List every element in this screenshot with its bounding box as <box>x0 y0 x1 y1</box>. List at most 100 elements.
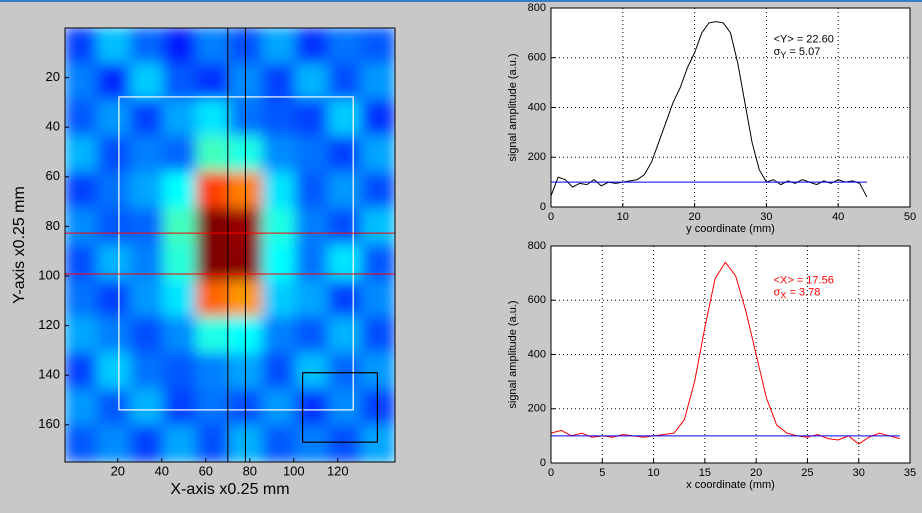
signal-line <box>550 21 868 198</box>
heatmap-cell <box>130 316 165 355</box>
heatmap-cell <box>229 280 264 319</box>
heatmap-cell <box>361 388 395 427</box>
sigma-value: = 3.78 <box>786 287 820 299</box>
heatmap-image <box>65 28 395 462</box>
plot-area <box>551 246 910 463</box>
heatmap-cell <box>163 424 198 462</box>
heatmap-cell <box>163 99 198 138</box>
y-tick-label: 800 <box>528 240 546 252</box>
heatmap-cell <box>229 171 264 210</box>
heatmap-cell <box>262 424 297 462</box>
x-tick-label: 0 <box>548 467 554 479</box>
heatmap-cell <box>361 135 395 174</box>
heatmap-cell <box>262 388 297 427</box>
heatmap-cell <box>196 99 231 138</box>
heatmap-cell <box>130 63 165 102</box>
heatmap-cell <box>328 171 363 210</box>
heatmap-cells <box>65 28 395 462</box>
y-tick-label: 600 <box>528 294 546 306</box>
x-tick-label: 15 <box>699 467 711 479</box>
heatmap-cell <box>65 352 99 391</box>
y-tick-label: 160 <box>38 416 60 431</box>
heatmap-cell <box>262 352 297 391</box>
y-tick-label: 20 <box>46 69 60 84</box>
heatmap-cell <box>163 135 198 174</box>
heatmap-cell <box>97 388 132 427</box>
heatmap-cell <box>361 99 395 138</box>
annotation-mean: <Y> = 22.60 <box>774 34 834 46</box>
heatmap-cell <box>97 316 132 355</box>
y-tick-label: 140 <box>38 367 60 382</box>
heatmap-cell <box>229 28 264 66</box>
heatmap-cell <box>163 244 198 283</box>
heatmap-cell <box>328 207 363 246</box>
heatmap-cell <box>196 207 231 246</box>
heatmap-cell <box>328 28 363 66</box>
x-tick-label: 10 <box>617 211 629 223</box>
heatmap-cell <box>163 388 198 427</box>
heatmap-cell <box>361 171 395 210</box>
heatmap-cell <box>229 424 264 462</box>
heatmap-cell <box>295 244 330 283</box>
annotation-mean: <X> = 17.56 <box>774 275 834 287</box>
heatmap-cell <box>97 244 132 283</box>
x-tick-label: 60 <box>199 463 213 478</box>
heatmap-cell <box>163 316 198 355</box>
annotation-sigma: σX = 3.78 <box>774 287 821 301</box>
y-tick-label: 80 <box>46 218 60 233</box>
heatmap-cell <box>65 171 99 210</box>
heatmap-cell <box>361 424 395 462</box>
heatmap-cell <box>65 388 99 427</box>
heatmap-cell <box>130 28 165 66</box>
heatmap-cell <box>65 135 99 174</box>
heatmap-cell <box>163 280 198 319</box>
heatmap-cell <box>262 99 297 138</box>
heatmap-cell <box>196 244 231 283</box>
signal-line <box>550 261 900 445</box>
x-tick-label: 30 <box>760 211 772 223</box>
heatmap-cell <box>130 207 165 246</box>
heatmap-cell <box>65 244 99 283</box>
heatmap-cell <box>229 207 264 246</box>
x-tick-label: 20 <box>688 211 700 223</box>
heatmap-cell <box>65 280 99 319</box>
y-tick-label: 0 <box>540 201 546 213</box>
x-tick-label: 120 <box>327 463 349 478</box>
heatmap-cell <box>262 63 297 102</box>
heatmap-cell <box>229 388 264 427</box>
heatmap-cell <box>65 28 99 66</box>
x-tick-label: 5 <box>599 467 605 479</box>
heatmap-cell <box>229 352 264 391</box>
x-axis-label: X-axis x0.25 mm <box>170 481 289 498</box>
heatmap-cell <box>65 63 99 102</box>
heatmap-cell <box>130 352 165 391</box>
y-tick-label: 800 <box>528 2 546 14</box>
heatmap-cell <box>65 99 99 138</box>
heatmap-cell <box>196 135 231 174</box>
y-tick-label: 400 <box>528 101 546 113</box>
heatmap-cell <box>196 63 231 102</box>
heatmap-cell <box>163 28 198 66</box>
heatmap-cell <box>361 280 395 319</box>
x-tick-label: 35 <box>904 467 916 479</box>
heatmap-cell <box>328 388 363 427</box>
heatmap-cell <box>262 135 297 174</box>
x-tick-label: 10 <box>647 467 659 479</box>
sigma-subscript: Y <box>780 50 786 60</box>
heatmap-cell <box>97 352 132 391</box>
heatmap-cell <box>97 63 132 102</box>
heatmap-cell <box>97 99 132 138</box>
heatmap-cell <box>97 28 132 66</box>
heatmap-cell <box>196 171 231 210</box>
heatmap-cell <box>295 352 330 391</box>
heatmap-cell <box>196 28 231 66</box>
x-axis-label: y coordinate (mm) <box>686 223 775 235</box>
heatmap-cell <box>328 424 363 462</box>
heatmap-cell <box>97 280 132 319</box>
plot-area <box>551 8 910 207</box>
heatmap-cell <box>328 63 363 102</box>
sigma-symbol: σ <box>774 46 781 58</box>
heatmap-cell <box>65 207 99 246</box>
y-tick-label: 200 <box>528 403 546 415</box>
heatmap-cell <box>130 388 165 427</box>
